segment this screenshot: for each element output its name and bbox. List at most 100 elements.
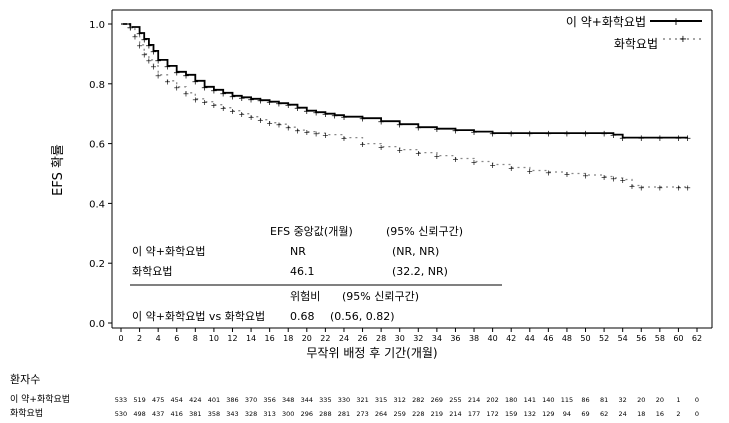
at-risk-value-0-5: 401 <box>208 396 220 404</box>
stats-row-label-treatment: 이 약+화학요법 <box>132 244 205 258</box>
x-tick-label-29: 58 <box>655 334 665 343</box>
at-risk-value-1-3: 416 <box>171 410 183 418</box>
hr-header: 위험비 <box>290 290 320 303</box>
series-0-censor-21: + <box>294 104 302 114</box>
series-0-censor-22: + <box>303 107 311 117</box>
series-1-censor-5: + <box>146 56 153 65</box>
at-risk-value-1-18: 214 <box>449 410 461 418</box>
at-risk-value-1-22: 132 <box>524 410 536 418</box>
at-risk-value-1-7: 328 <box>245 410 257 418</box>
stats-header-ci: (95% 신뢰구간) <box>386 225 463 238</box>
x-tick-label-22: 44 <box>525 334 535 343</box>
x-tick-label-18: 36 <box>450 334 460 343</box>
series-1-censor-35: + <box>508 164 515 173</box>
at-risk-value-0-20: 202 <box>486 396 498 404</box>
at-risk-value-0-29: 20 <box>656 396 664 404</box>
hr-label: 이 약+화학요법 vs 화학요법 <box>132 309 265 323</box>
at-risk-value-0-14: 315 <box>375 396 387 404</box>
axes: 0.00.20.40.60.81.00 2 4 6 8 10 12 14 16 18 20 22 24 2… <box>89 9 713 343</box>
stats-row-median-chemo: 46.1 <box>290 265 315 278</box>
y-tick-label-4: 0.8 <box>89 80 105 91</box>
at-risk-value-1-5: 358 <box>208 410 220 418</box>
series-0-censor-33: + <box>470 128 478 138</box>
series-1-censor-7: + <box>155 71 162 80</box>
series-1-censor-31: + <box>434 152 441 161</box>
series-1-censor-33: + <box>471 158 478 167</box>
at-risk-value-0-2: 475 <box>152 396 164 404</box>
series-0-censor-18: + <box>266 98 274 108</box>
at-risk-value-0-23: 140 <box>542 396 554 404</box>
at-risk-value-0-7: 370 <box>245 396 257 404</box>
at-risk-value-0-6: 386 <box>226 396 238 404</box>
x-tick-label-6: 12 <box>227 334 237 343</box>
at-risk-value-0-30: 1 <box>676 396 680 404</box>
at-risk-value-1-8: 313 <box>263 410 275 418</box>
x-tick-label-30: 60 <box>673 334 683 343</box>
series-0-censor-3: + <box>140 35 148 45</box>
series-1-censor-30: + <box>415 149 422 158</box>
at-risk-value-0-18: 255 <box>449 396 461 404</box>
series-0-censor-43: + <box>637 134 645 144</box>
series-0-censor-34: + <box>489 130 497 140</box>
x-tick-label-28: 56 <box>636 334 646 343</box>
x-tick-label-1: 2 <box>137 334 142 343</box>
series-1-censor-16: + <box>238 110 245 119</box>
at-risk-value-1-26: 62 <box>600 410 608 418</box>
series-0-censor-32: + <box>452 127 460 137</box>
at-risk-value-0-15: 312 <box>393 396 405 404</box>
series-0-censor-30: + <box>415 124 423 134</box>
x-tick-label-9: 18 <box>283 334 293 343</box>
at-risk-value-0-0: 533 <box>115 396 127 404</box>
at-risk-values: 533 519 475 454 424 401 386 370 356 348 344 335 330 3… <box>115 396 699 418</box>
series-1-censor-12: + <box>201 98 208 107</box>
series-0-censor-2: + <box>136 29 144 39</box>
series-1-censor-43: + <box>629 182 636 191</box>
series-0-censor-45: + <box>675 134 683 144</box>
at-risk-value-0-27: 32 <box>619 396 627 404</box>
y-tick-label-0: 0.0 <box>89 319 105 330</box>
at-risk-value-0-17: 269 <box>431 396 443 404</box>
hr-value: 0.68 <box>290 310 315 323</box>
series-1-censor-47: + <box>684 183 691 192</box>
series-layer: ++++++++ +++ + + + + + + + + + + + + + + + + + + + + + + + + + + + + +… <box>121 23 691 192</box>
series-0-censor-8: + <box>173 68 181 78</box>
at-risk-value-1-17: 219 <box>431 410 443 418</box>
series-1-censor-27: + <box>359 140 366 149</box>
series-1-censor-21: + <box>285 124 292 133</box>
series-1-censor-15: + <box>229 107 236 116</box>
series-0-censor-37: + <box>545 130 553 140</box>
at-risk-value-0-31: 0 <box>695 396 699 404</box>
stats-row-ci-chemo: (32.2, NR) <box>392 265 448 278</box>
series-1-censor-42: + <box>619 176 626 185</box>
at-risk-value-0-16: 282 <box>412 396 424 404</box>
legend-label-chemo: 화학요법 <box>614 37 658 51</box>
at-risk-value-1-11: 288 <box>319 410 331 418</box>
series-1-censor-38: + <box>564 170 571 179</box>
series-0-censor-10: + <box>192 77 200 87</box>
x-tick-label-3: 6 <box>174 334 179 343</box>
at-risk-value-1-23: 129 <box>542 410 554 418</box>
series-0-censor-24: + <box>322 110 330 120</box>
series-1-censor-11: + <box>192 95 199 104</box>
at-risk-value-1-13: 273 <box>356 410 368 418</box>
hr-ci-header: (95% 신뢰구간) <box>342 290 419 303</box>
at-risk-value-1-4: 381 <box>189 410 201 418</box>
series-0-censor-46: + <box>684 134 692 144</box>
x-tick-label-21: 42 <box>506 334 516 343</box>
series-1-censor-32: + <box>452 155 459 164</box>
series-1-censor-26: + <box>341 134 348 143</box>
at-risk-value-1-6: 343 <box>226 410 238 418</box>
x-tick-label-26: 52 <box>599 334 609 343</box>
series-1-censor-10: + <box>183 89 190 98</box>
series-1-censor-39: + <box>582 171 589 180</box>
series-1-censor-13: + <box>211 101 218 110</box>
at-risk-value-1-29: 16 <box>656 410 664 418</box>
y-tick-label-5: 1.0 <box>89 20 105 31</box>
at-risk-value-0-28: 20 <box>637 396 645 404</box>
y-tick-label-1: 0.2 <box>89 259 105 270</box>
at-risk-value-0-24: 115 <box>561 396 573 404</box>
at-risk-value-0-8: 356 <box>263 396 275 404</box>
series-0-censor-1: + <box>127 23 135 33</box>
series-0-censor-36: + <box>526 130 534 140</box>
